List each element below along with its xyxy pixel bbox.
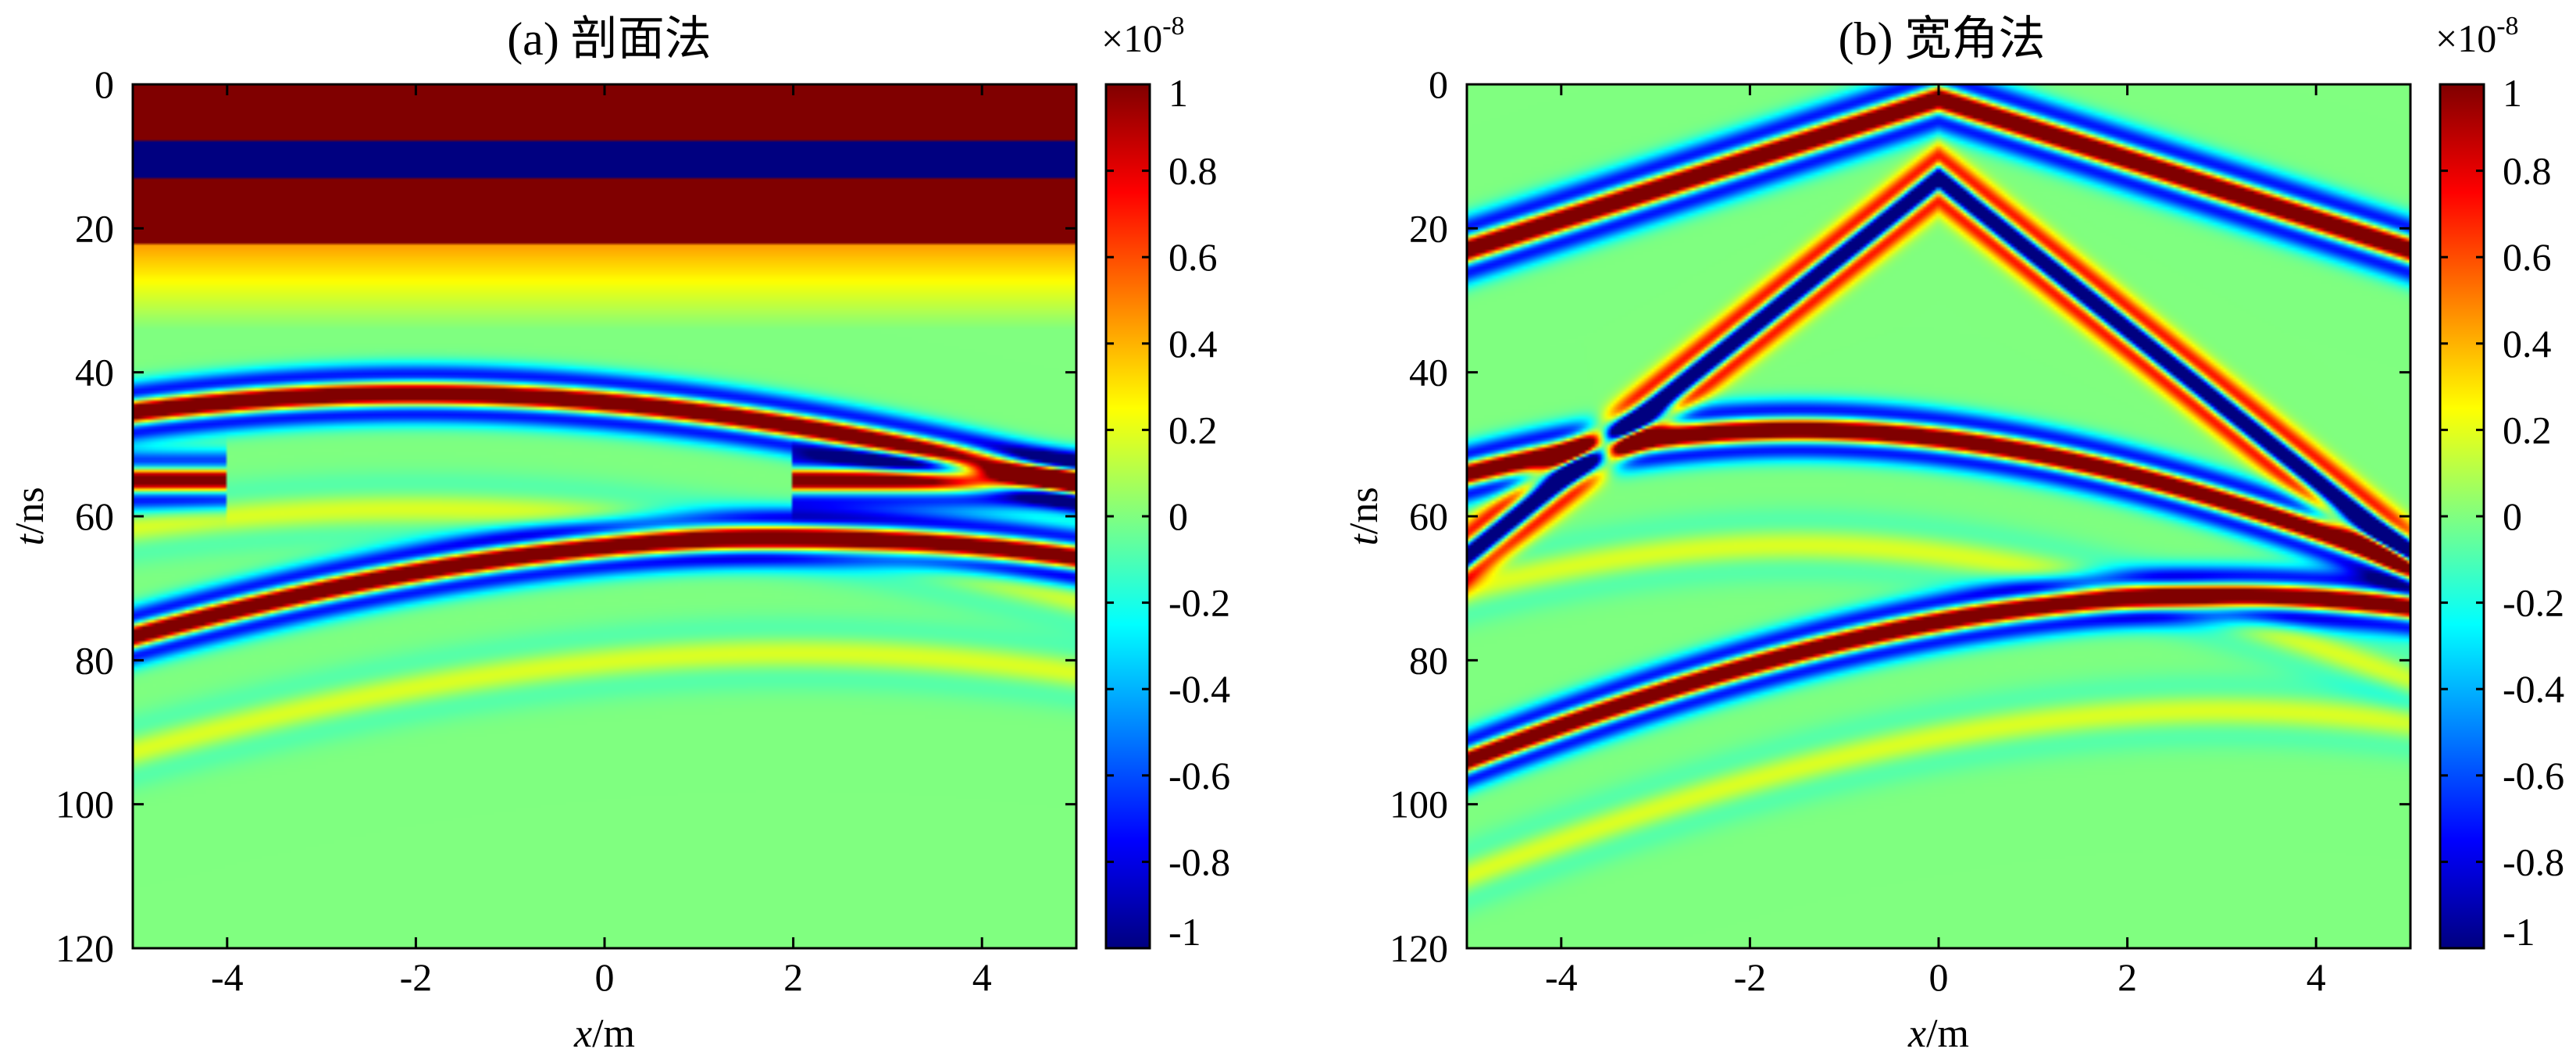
panel-b-plot: -4 -2 0 2 4 0 20 40 60 80 100 120 x/m t/ns — [1342, 62, 2412, 1056]
panel-a-title: (a) 剖面法 — [507, 13, 712, 65]
panel-b-colorbar-multiplier-base: ×10 — [2435, 16, 2496, 60]
panel-b-heatmap — [1467, 84, 2410, 948]
panel-a-y-label-var: t — [8, 533, 52, 546]
panel-a-y-tick-label: 20 — [75, 206, 114, 250]
panel-b-colorbar: 1 0.8 0.6 0.4 0.2 0 -0.2 -0.4 -0.6 -0.8 -1 ×10-8 — [2435, 12, 2564, 954]
panel-a-x-label-var: x — [573, 1011, 592, 1056]
panel-b-y-tick-label: 120 — [1390, 926, 1448, 970]
panel-b-x-tick-label: -2 — [1734, 955, 1767, 999]
panel-a-colorbar-tick-label: 0.2 — [1168, 408, 1218, 451]
panel-a-colorbar-tick-label: -0.4 — [1168, 667, 1230, 711]
panel-a-colorbar: 1 0.8 0.6 0.4 0.2 0 -0.2 -0.4 -0.6 -0.8 -1 ×10-8 — [1101, 12, 1230, 954]
panel-a-y-tick-label: 40 — [75, 351, 114, 394]
panel-b-colorbar-multiplier-exp: -8 — [2496, 12, 2518, 41]
panel-b-x-label: x/m — [1907, 1011, 1969, 1056]
panel-b-colorbar-tick-label: 0.2 — [2503, 408, 2552, 451]
panel-b-x-tick-label: -4 — [1545, 955, 1578, 999]
panel-a-colorbar-tick-label: 0 — [1168, 494, 1188, 538]
panel-b-y-ticks: 0 20 40 60 80 100 120 — [1390, 62, 2410, 970]
panel-b-colorbar-tick-label: 0.8 — [2503, 149, 2552, 193]
panel-b-colorbar-ticks: 1 0.8 0.6 0.4 0.2 0 -0.2 -0.4 -0.6 -0.8 -1 — [2440, 71, 2564, 954]
panel-b: (b) 宽角法 -4 -2 0 2 4 0 20 40 60 80 100 120 x/m t/ns… — [1342, 12, 2564, 1056]
panel-a-x-ticks: -4 -2 0 2 4 — [211, 84, 992, 999]
panel-b-y-tick-label: 20 — [1409, 206, 1448, 250]
panel-b-colorbar-tick-label: -0.8 — [2503, 840, 2564, 883]
panel-a-y-label-unit: /ns — [8, 487, 52, 534]
panel-b-colorbar-multiplier: ×10-8 — [2435, 12, 2519, 60]
panel-b-y-tick-label: 100 — [1390, 783, 1448, 826]
panel-a-colorbar-tick-label: 0.4 — [1168, 322, 1218, 366]
panel-a-y-tick-label: 60 — [75, 494, 114, 538]
panel-b-x-tick-label: 4 — [2307, 955, 2326, 999]
panel-b-y-tick-label: 80 — [1409, 638, 1448, 682]
panel-a-y-label: t/ns — [8, 487, 52, 545]
panel-a-colorbar-tick-label: 1 — [1168, 71, 1188, 115]
panel-a-x-tick-label: -4 — [211, 955, 244, 999]
panel-b-x-tick-label: 0 — [1929, 955, 1949, 999]
panel-a-x-label-unit: /m — [592, 1011, 635, 1056]
panel-b-colorbar-tick-label: -1 — [2503, 910, 2535, 954]
panel-a-y-tick-label: 100 — [55, 783, 114, 826]
panel-a-colorbar-tick-label: -0.8 — [1168, 840, 1230, 883]
panel-b-title: (b) 宽角法 — [1839, 13, 2046, 65]
panel-a-colorbar-tick-label: -0.6 — [1168, 754, 1230, 797]
panel-b-colorbar-tick-label: 0.4 — [2503, 322, 2552, 366]
panel-b-colorbar-tick-label: -0.6 — [2503, 754, 2564, 797]
panel-a-y-ticks: 0 20 40 60 80 100 120 — [55, 62, 1076, 970]
panel-a-colorbar-tick-label: -1 — [1168, 910, 1201, 954]
panel-a-colorbar-multiplier: ×10-8 — [1101, 12, 1185, 60]
panel-b-y-label: t/ns — [1342, 487, 1386, 545]
panel-a-y-tick-label: 0 — [95, 62, 114, 106]
panel-a-colorbar-tick-label: 0.8 — [1168, 149, 1218, 193]
panel-a-y-tick-label: 120 — [55, 926, 114, 970]
panel-a-colorbar-multiplier-base: ×10 — [1101, 16, 1162, 60]
panel-a-x-tick-label: 4 — [972, 955, 992, 999]
panel-a-heatmap — [133, 84, 1076, 948]
panel-b-y-label-unit: /ns — [1342, 487, 1386, 534]
panel-b-x-ticks: -4 -2 0 2 4 — [1545, 84, 2326, 999]
panel-a-colorbar-ticks: 1 0.8 0.6 0.4 0.2 0 -0.2 -0.4 -0.6 -0.8 -1 — [1106, 71, 1230, 954]
panel-b-x-tick-label: 2 — [2118, 955, 2137, 999]
panel-a-x-tick-label: 2 — [783, 955, 803, 999]
panel-b-y-tick-label: 0 — [1429, 62, 1448, 106]
panel-a-x-tick-label: 0 — [595, 955, 615, 999]
panel-b-colorbar-tick-label: 0 — [2503, 494, 2522, 538]
panel-a-x-tick-label: -2 — [400, 955, 433, 999]
panel-b-colorbar-tick-label: 1 — [2503, 71, 2522, 115]
panel-a-colorbar-multiplier-exp: -8 — [1162, 12, 1184, 41]
panel-a-x-label: x/m — [573, 1011, 635, 1056]
panel-a-colorbar-tick-label: -0.2 — [1168, 581, 1230, 625]
panel-a-plot: -4 -2 0 2 4 0 20 40 60 80 100 120 x/m t/ns — [8, 62, 1078, 1056]
panel-b-y-tick-label: 40 — [1409, 351, 1448, 394]
panel-b-y-label-var: t — [1342, 533, 1386, 546]
panel-a-colorbar-tick-label: 0.6 — [1168, 235, 1218, 279]
panel-a: (a) 剖面法 -4 -2 0 2 4 0 20 40 60 80 100 120 x/m t/ns… — [8, 12, 1230, 1056]
panel-b-x-label-unit: /m — [1926, 1011, 1969, 1056]
panel-b-colorbar-tick-label: -0.2 — [2503, 581, 2564, 625]
panel-a-y-tick-label: 80 — [75, 638, 114, 682]
panel-b-y-tick-label: 60 — [1409, 494, 1448, 538]
panel-b-x-label-var: x — [1907, 1011, 1926, 1056]
panel-b-colorbar-tick-label: 0.6 — [2503, 235, 2552, 279]
panel-b-colorbar-tick-label: -0.4 — [2503, 667, 2564, 711]
